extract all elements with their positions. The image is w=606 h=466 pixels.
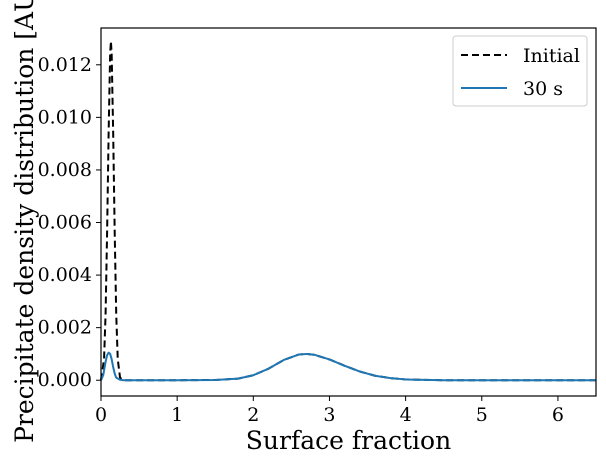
y-axis-label: Precipitate density distribution [AU] xyxy=(10,0,39,443)
y-tick-label: 0.008 xyxy=(38,159,92,181)
y-tick-label: 0.004 xyxy=(38,264,92,286)
x-tick-label: 5 xyxy=(476,404,488,426)
x-tick-label: 3 xyxy=(323,404,335,426)
legend-label-30s: 30 s xyxy=(523,78,563,100)
x-tick-label: 2 xyxy=(247,404,259,426)
y-tick-label: 0.006 xyxy=(38,212,92,234)
y-axis: 0.000 0.002 0.004 0.006 0.008 0.010 0.012 xyxy=(38,54,101,391)
y-tick-label: 0.002 xyxy=(38,317,92,339)
x-axis: 0 1 2 3 4 5 6 xyxy=(95,396,564,426)
y-tick-label: 0.012 xyxy=(38,54,92,76)
series-line-30s xyxy=(100,351,596,382)
x-tick-label: 6 xyxy=(552,404,564,426)
legend-label-initial: Initial xyxy=(523,45,580,67)
x-tick-label: 0 xyxy=(95,404,107,426)
plot-frame xyxy=(100,27,597,397)
x-axis-label: Surface fraction xyxy=(246,426,451,455)
series-layer xyxy=(100,40,596,382)
y-tick-label: 0.010 xyxy=(38,106,92,128)
legend: Initial 30 s xyxy=(452,35,588,107)
x-tick-label: 1 xyxy=(171,404,183,426)
y-tick-label: 0.000 xyxy=(38,369,92,391)
x-tick-label: 4 xyxy=(400,404,412,426)
